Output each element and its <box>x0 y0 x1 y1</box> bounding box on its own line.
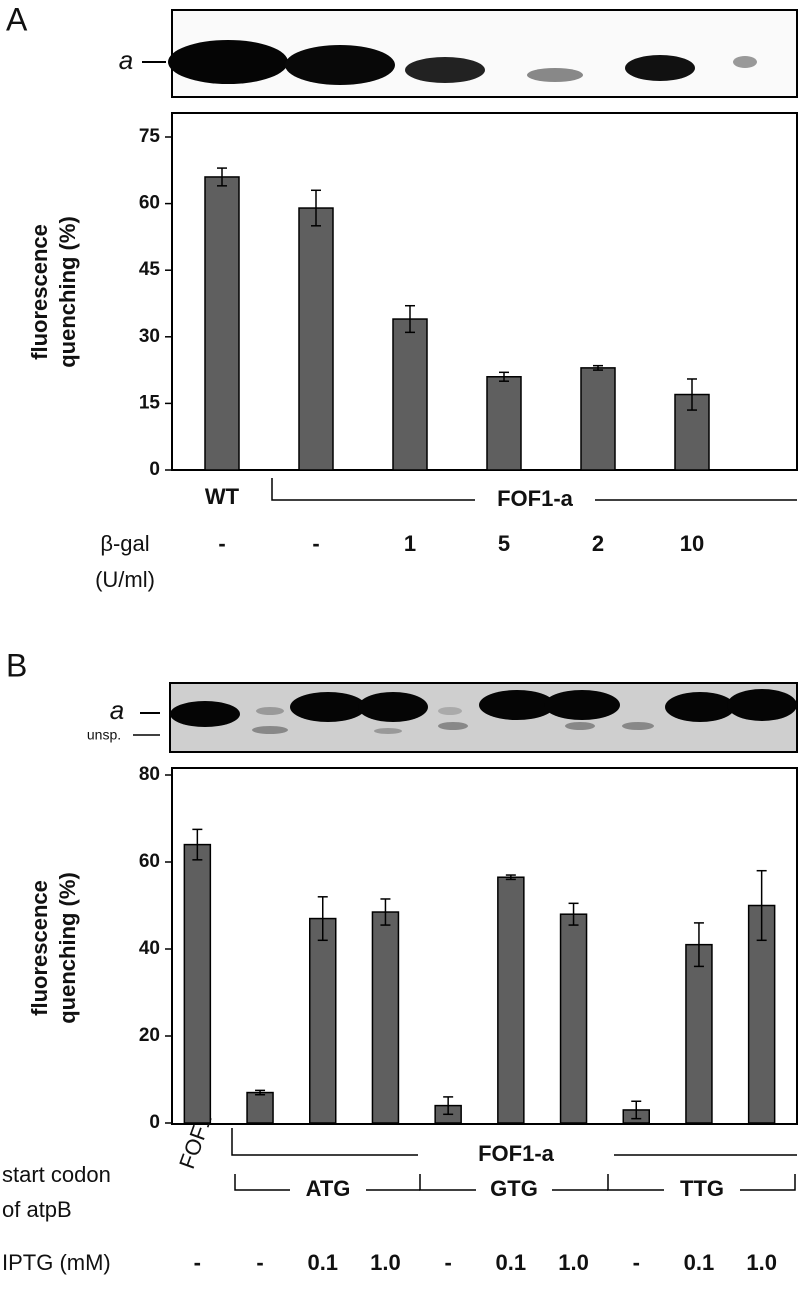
y-tick-label: 20 <box>139 1025 160 1046</box>
row-label: start codon <box>2 1162 111 1187</box>
bar <box>298 207 334 471</box>
plot-frame <box>171 767 798 1125</box>
y-axis-label: fluorescence <box>27 224 52 360</box>
x-tick-label: 1.0 <box>370 1250 401 1275</box>
row-label: IPTG (mM) <box>2 1250 111 1275</box>
group-label: FOF1-a <box>478 1141 555 1166</box>
x-tick-label: 0.1 <box>496 1250 527 1275</box>
group-label: WT <box>205 484 240 509</box>
y-tick-label: 80 <box>139 764 160 785</box>
bracket <box>271 478 797 501</box>
bar <box>486 376 522 471</box>
codon-label: GTG <box>490 1176 538 1201</box>
bar <box>685 943 713 1124</box>
y-axis-label: quenching (%) <box>55 216 80 368</box>
x-tick-label: 5 <box>498 531 510 556</box>
bar <box>309 917 337 1124</box>
blot-label: unsp. <box>87 727 121 743</box>
y-tick-label: 60 <box>139 193 160 214</box>
label-bg <box>418 1141 614 1169</box>
x-tick-label: 0.1 <box>684 1250 715 1275</box>
y-tick-label: 15 <box>139 392 161 413</box>
y-tick-label: 30 <box>139 326 160 347</box>
x-tick-label: - <box>218 531 225 556</box>
blot-label: a <box>119 45 133 75</box>
x-tick-label: - <box>633 1250 640 1275</box>
x-tick-label: 2 <box>592 531 604 556</box>
western-blot <box>133 682 798 753</box>
row-label: of atpB <box>2 1197 72 1222</box>
codon-label: ATG <box>306 1176 351 1201</box>
bar <box>371 911 400 1124</box>
codon-label: TTG <box>680 1176 724 1201</box>
y-tick-label: 0 <box>149 1112 160 1133</box>
codon-brackets <box>234 1174 796 1191</box>
y-tick-label: 75 <box>139 126 161 147</box>
x-tick-label: 0.1 <box>307 1250 338 1275</box>
panel-label: A <box>6 1 28 37</box>
y-axis-label: fluorescence <box>27 880 52 1016</box>
label-bg <box>475 486 595 514</box>
row-label: β-gal <box>100 531 149 556</box>
bar <box>183 843 212 1124</box>
y-tick-label: 40 <box>139 938 160 959</box>
blot-label: a <box>110 695 124 725</box>
row-label: (U/ml) <box>95 567 155 592</box>
x-tick-label: - <box>444 1250 451 1275</box>
bar <box>204 176 240 471</box>
x-tick-label: 1.0 <box>746 1250 777 1275</box>
x-tick-label: 1.0 <box>558 1250 589 1275</box>
y-tick-label: 60 <box>139 851 160 872</box>
x-tick-label: 1 <box>404 531 416 556</box>
y-tick-label: 0 <box>149 459 160 480</box>
x-tick-label: - <box>256 1250 263 1275</box>
x-tick-label: - <box>312 531 319 556</box>
y-axis-label: quenching (%) <box>55 872 80 1024</box>
bar <box>497 876 525 1124</box>
bar <box>580 367 616 471</box>
x-tick-label: 10 <box>680 531 704 556</box>
western-blot <box>142 9 798 98</box>
bar <box>392 318 428 471</box>
x-tick-label: - <box>194 1250 201 1275</box>
bar <box>246 1091 274 1124</box>
y-tick-label: 45 <box>139 259 161 280</box>
bar <box>559 913 588 1124</box>
plot-frame <box>171 112 798 471</box>
group-label: FOF1-a <box>497 486 574 511</box>
panel-label: B <box>6 647 27 683</box>
